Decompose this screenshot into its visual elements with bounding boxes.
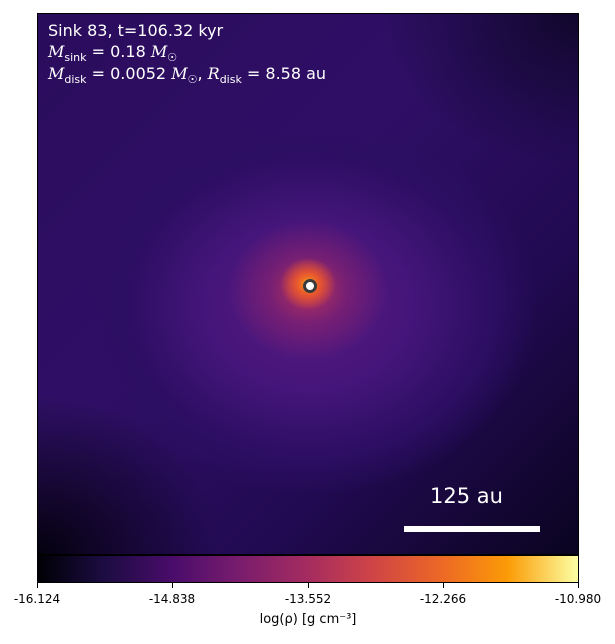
scalebar bbox=[404, 526, 540, 532]
colorbar-tick bbox=[37, 583, 38, 588]
colorbar-tick-label: -12.266 bbox=[419, 592, 467, 606]
colorbar-tick-label: -16.124 bbox=[13, 592, 61, 606]
colorbar-tick bbox=[578, 583, 579, 588]
density-map: Sink 83, t=106.32 kyr Msink = 0.18 M☉ Md… bbox=[37, 13, 579, 555]
disk-info-line: Mdisk = 0.0052 M☉, Rdisk = 8.58 au bbox=[48, 64, 327, 87]
colorbar-tick bbox=[308, 583, 309, 588]
colorbar-tick-label: -10.980 bbox=[554, 592, 602, 606]
disk-radius-value: = 8.58 au bbox=[246, 64, 327, 83]
colorbar-tick bbox=[443, 583, 444, 588]
disk-mass-value: = 0.0052 bbox=[91, 64, 167, 83]
colorbar-tick-label: -14.838 bbox=[148, 592, 196, 606]
colorbar-label: log(ρ) [g cm⁻³] bbox=[259, 612, 357, 627]
sink-mass-value: = 0.18 bbox=[91, 42, 146, 61]
sink-info-line: Sink 83, t=106.32 kyr bbox=[48, 21, 224, 40]
scalebar-label: 125 au bbox=[430, 484, 503, 508]
sink-mass-line: Msink = 0.18 M☉ bbox=[48, 42, 178, 65]
colorbar bbox=[37, 555, 579, 583]
colorbar-tick bbox=[172, 583, 173, 588]
sink-marker bbox=[303, 279, 317, 293]
colorbar-tick-label: -13.552 bbox=[284, 592, 332, 606]
